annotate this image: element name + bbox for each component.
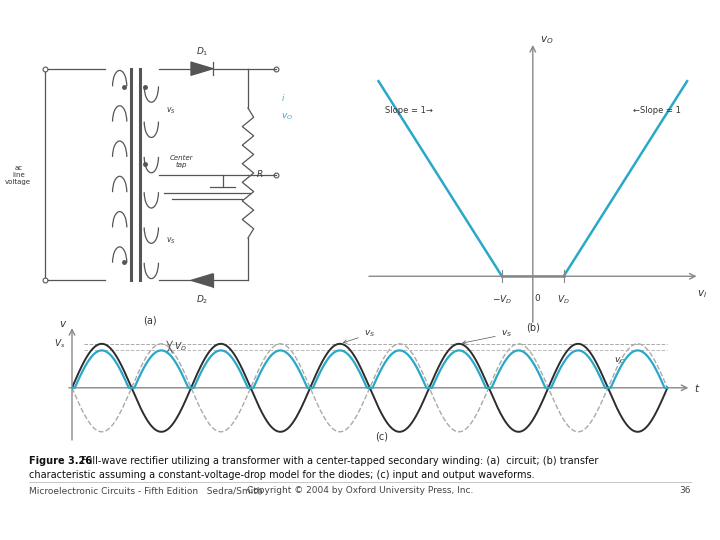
Text: $V_D$: $V_D$: [557, 294, 570, 306]
Text: Slope = 1→: Slope = 1→: [384, 106, 433, 115]
Polygon shape: [191, 62, 213, 76]
Text: Full-wave rectifier utilizing a transformer with a center-tapped secondary windi: Full-wave rectifier utilizing a transfor…: [81, 456, 599, 467]
Text: $v_S$: $v_S$: [343, 329, 375, 343]
Text: $v_O$: $v_O$: [282, 112, 293, 123]
Text: $R$: $R$: [256, 167, 264, 179]
Text: $v$: $v$: [59, 320, 67, 329]
Text: Center
tap: Center tap: [170, 156, 193, 168]
Text: ac
line
voltage: ac line voltage: [5, 165, 31, 185]
Text: $V_D$: $V_D$: [174, 341, 187, 353]
Text: Copyright © 2004 by Oxford University Press, Inc.: Copyright © 2004 by Oxford University Pr…: [247, 486, 473, 495]
Text: $v_I$: $v_I$: [698, 288, 708, 300]
Text: i: i: [282, 94, 284, 104]
Text: $v_S$: $v_S$: [462, 329, 512, 344]
Text: 36: 36: [680, 486, 691, 495]
Text: 0: 0: [535, 294, 541, 303]
Text: $v_O$: $v_O$: [540, 35, 554, 46]
Text: $D_2$: $D_2$: [196, 294, 208, 307]
Text: Microelectronic Circuits - Fifth Edition   Sedra/Smith: Microelectronic Circuits - Fifth Edition…: [29, 486, 262, 495]
Text: $v_S$: $v_S$: [166, 236, 176, 246]
Text: (a): (a): [143, 316, 156, 326]
Text: $v_S$: $v_S$: [166, 106, 176, 116]
Text: $-V_D$: $-V_D$: [492, 294, 512, 306]
Text: characteristic assuming a constant-voltage-drop model for the diodes; (c) input : characteristic assuming a constant-volta…: [29, 470, 534, 480]
Text: ←Slope = 1: ←Slope = 1: [633, 106, 681, 115]
Text: $V_s$: $V_s$: [53, 338, 65, 350]
Text: $v_O$: $v_O$: [613, 355, 626, 366]
Text: (c): (c): [375, 432, 388, 442]
Text: $t$: $t$: [693, 382, 700, 394]
Polygon shape: [191, 274, 213, 287]
Text: (b): (b): [526, 323, 540, 333]
Text: Figure 3.26: Figure 3.26: [29, 456, 92, 467]
Text: $D_1$: $D_1$: [196, 45, 208, 58]
